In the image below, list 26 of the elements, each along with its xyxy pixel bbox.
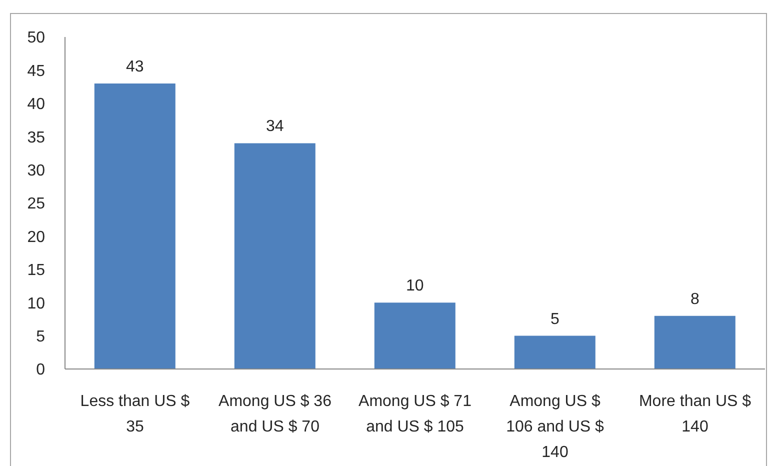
x-tick-label: Less than US $ 35 xyxy=(80,393,190,436)
data-label: 43 xyxy=(126,58,144,76)
bar xyxy=(514,336,596,369)
data-label: 8 xyxy=(690,290,700,308)
x-tick-label: Among US $ 106 and US $ 140 xyxy=(506,393,604,461)
data-label: 34 xyxy=(266,118,284,136)
y-tick-label: 15 xyxy=(27,262,46,280)
y-tick-label: 20 xyxy=(27,228,46,246)
data-label: 10 xyxy=(406,278,424,295)
bar xyxy=(94,83,176,369)
y-tick-label: 40 xyxy=(27,96,46,114)
bar xyxy=(654,316,736,369)
x-tick-label: More than US $ 140 xyxy=(638,393,752,436)
bar xyxy=(374,302,456,369)
y-tick-label: 25 xyxy=(27,196,46,213)
y-tick-label: 10 xyxy=(27,295,46,312)
y-tick-label: 0 xyxy=(36,362,46,379)
y-tick-label: 35 xyxy=(27,129,46,146)
x-tick-label: Among US $ 36 and US $ 70 xyxy=(218,393,332,436)
x-tick-label: Among US $ 71 and US $ 105 xyxy=(358,393,472,436)
y-tick-label: 30 xyxy=(27,162,46,180)
y-tick-label: 5 xyxy=(36,328,46,346)
y-tick-label: 45 xyxy=(27,62,46,80)
data-label: 5 xyxy=(550,310,560,328)
y-tick-label: 50 xyxy=(27,30,46,47)
bar xyxy=(234,143,316,369)
